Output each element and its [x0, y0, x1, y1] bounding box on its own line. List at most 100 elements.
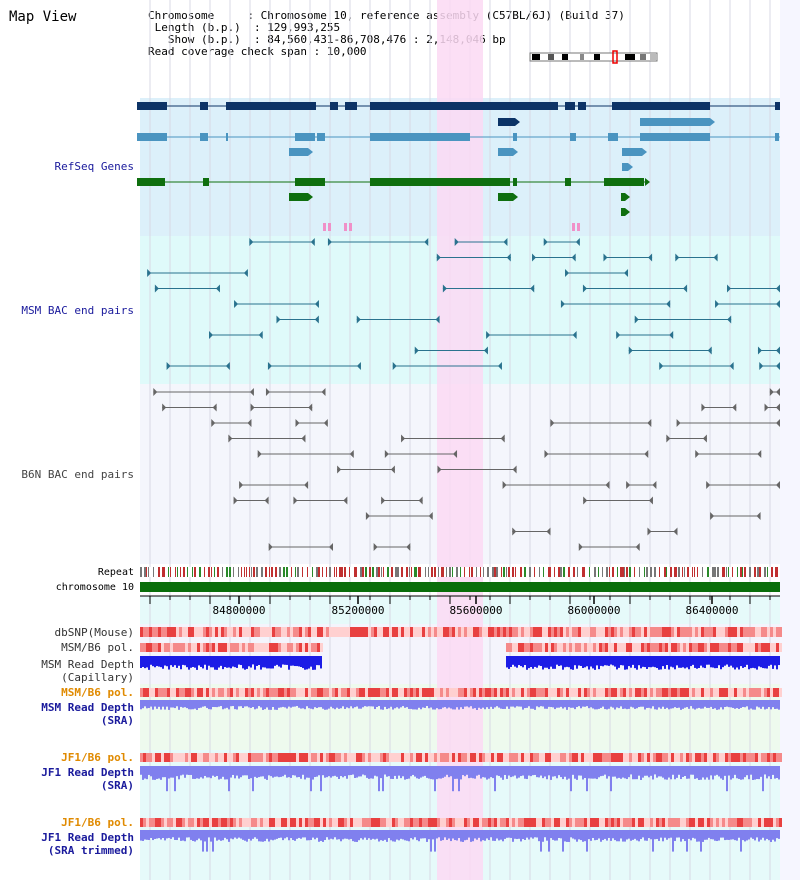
jf1-sra-depth — [654, 766, 656, 775]
msm-b6-pol-label[interactable]: MSM/B6 pol. — [61, 641, 134, 654]
jf1-trimmed-depth — [502, 830, 504, 842]
jf1-sra-depth — [206, 766, 208, 778]
msm-b6-pol-sra-strip — [593, 688, 596, 697]
refseq-gene-exon — [226, 102, 316, 110]
jf1-trimmed-depth — [388, 830, 390, 839]
msm-capillary-depth — [514, 656, 516, 667]
jf1-read-depth-sra-label[interactable]: JF1 Read Depth (SRA) — [41, 766, 134, 792]
jf1-b6-pol-trim-strip — [188, 818, 191, 827]
jf1-trimmed-depth — [432, 830, 434, 840]
msm-capillary-depth — [294, 656, 296, 667]
jf1-trimmed-depth — [256, 830, 258, 839]
b6n-bac-label[interactable]: B6N BAC end pairs — [21, 468, 134, 481]
msm-bac-label[interactable]: MSM BAC end pairs — [21, 304, 134, 317]
msm-b6-pol-sra-strip — [515, 688, 518, 697]
msm-capillary-depth — [672, 656, 674, 668]
jf1-trimmed-depth — [582, 830, 584, 842]
dbsnp-label[interactable]: dbSNP(Mouse) — [54, 626, 134, 639]
jf1-sra-depth — [350, 766, 352, 775]
jf1-read-depth-trimmed-label[interactable]: JF1 Read Depth (SRA trimmed) — [41, 831, 134, 857]
msm-sra-depth — [514, 700, 516, 708]
msm-b6-pol-sra-strip — [221, 688, 224, 697]
msm-sra-depth — [760, 700, 762, 709]
jf1-trimmed-depth — [678, 830, 680, 838]
jf1-trimmed-depth — [632, 830, 634, 840]
msm-sra-depth — [476, 700, 478, 710]
repeat-mark — [168, 567, 169, 577]
b6n-bac-end — [647, 527, 652, 536]
jf1-trimmed-depth — [570, 830, 572, 838]
dbsnp-strip — [167, 627, 170, 637]
msm-b6-pol-sra-strip — [467, 688, 470, 697]
msm-sra-depth — [220, 700, 222, 707]
msm-sra-depth — [182, 700, 184, 708]
jf1-sra-depth — [632, 766, 634, 780]
jf1-sra-depth — [352, 766, 354, 775]
jf1-trimmed-depth — [276, 830, 278, 839]
jf1-b6-pol-trim-strip — [383, 818, 386, 827]
jf1-b6-pol-trim-strip — [590, 818, 593, 827]
jf1-trimmed-depth — [760, 830, 762, 840]
jf1-b6-pol-strip — [734, 753, 737, 762]
repeat-mark — [162, 567, 164, 577]
jf1-b6-pol-strip — [512, 753, 515, 762]
jf1-b6-pol-trim-strip — [344, 818, 347, 827]
dbsnp-strip — [695, 627, 698, 637]
msm-sra-depth — [152, 700, 154, 710]
jf1-trimmed-depth — [390, 830, 392, 841]
msm-capillary-depth — [182, 656, 184, 665]
jf1-sra-depth — [210, 766, 212, 779]
jf1-sra-depth — [724, 766, 726, 776]
msm-bac-end — [669, 331, 674, 339]
msm-capillary-depth — [196, 656, 198, 670]
msm-sra-depth — [350, 700, 352, 707]
refseq-label[interactable]: RefSeq Genes — [54, 160, 134, 173]
jf1-trimmed-depth — [436, 830, 438, 839]
jf1-trimmed-depth — [592, 830, 594, 838]
jf1-trimmed-depth — [636, 830, 638, 841]
msm-b6-pol-strip — [737, 643, 740, 652]
msm-b6-pol-strip — [680, 643, 683, 652]
msm-bac-end — [147, 269, 152, 277]
jf1-b6-pol-strip — [752, 753, 755, 762]
msm-sra-depth — [746, 700, 748, 707]
refseq-gene-exon — [200, 133, 208, 141]
msm-read-depth-sra-label[interactable]: MSM Read Depth (SRA) — [41, 701, 134, 727]
b6n-bac-end — [583, 496, 588, 505]
msm-capillary-depth — [232, 656, 234, 667]
jf1-trimmed-depth — [186, 830, 188, 838]
msm-sra-depth — [382, 700, 384, 710]
jf1-b6-pol-trim-strip — [617, 818, 620, 827]
msm-sra-depth — [348, 700, 350, 709]
jf1-b6-pol-trim-strip — [407, 818, 410, 827]
repeat-mark — [441, 567, 443, 577]
repeat-mark — [612, 567, 614, 577]
msm-b6-pol-sra-label[interactable]: MSM/B6 pol. — [61, 686, 134, 699]
refseq-gene-exon — [498, 148, 513, 156]
jf1-trimmed-depth — [154, 830, 156, 839]
jf1-trimmed-depth — [752, 830, 754, 839]
jf1-b6-pol-trim-strip — [452, 818, 455, 827]
repeat-mark — [401, 567, 403, 577]
msm-read-depth-capillary-label[interactable]: MSM Read Depth (Capillary) — [41, 658, 134, 684]
jf1-sra-depth — [236, 766, 238, 776]
msm-capillary-depth — [534, 656, 536, 667]
jf1-b6-pol-trim-label[interactable]: JF1/B6 pol. — [61, 816, 134, 829]
msm-capillary-depth — [746, 656, 748, 665]
jf1-sra-depth — [614, 766, 616, 777]
jf1-trimmed-depth — [270, 830, 272, 840]
jf1-trimmed-depth — [600, 830, 602, 842]
jf1-b6-pol-strip — [629, 753, 632, 762]
jf1-trimmed-depth — [304, 830, 306, 838]
msm-b6-pol-sra-strip — [275, 688, 278, 697]
jf1-b6-pol-label[interactable]: JF1/B6 pol. — [61, 751, 134, 764]
jf1-trimmed-depth — [182, 830, 184, 841]
jf1-sra-depth — [542, 766, 544, 779]
msm-capillary-depth — [698, 656, 700, 669]
msm-sra-depth — [264, 700, 266, 710]
jf1-sra-depth — [418, 766, 420, 779]
jf1-trimmed-depth — [472, 830, 474, 842]
jf1-b6-pol-trim-strip — [341, 818, 344, 827]
jf1-b6-pol-trim-strip — [545, 818, 548, 827]
